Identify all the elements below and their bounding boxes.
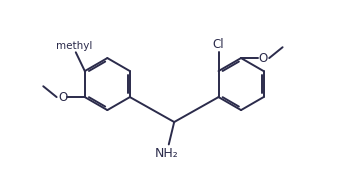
- Text: NH₂: NH₂: [155, 147, 179, 160]
- Text: O: O: [258, 52, 268, 65]
- Text: O: O: [58, 91, 68, 104]
- Text: Cl: Cl: [213, 38, 224, 51]
- Text: methyl: methyl: [56, 41, 92, 51]
